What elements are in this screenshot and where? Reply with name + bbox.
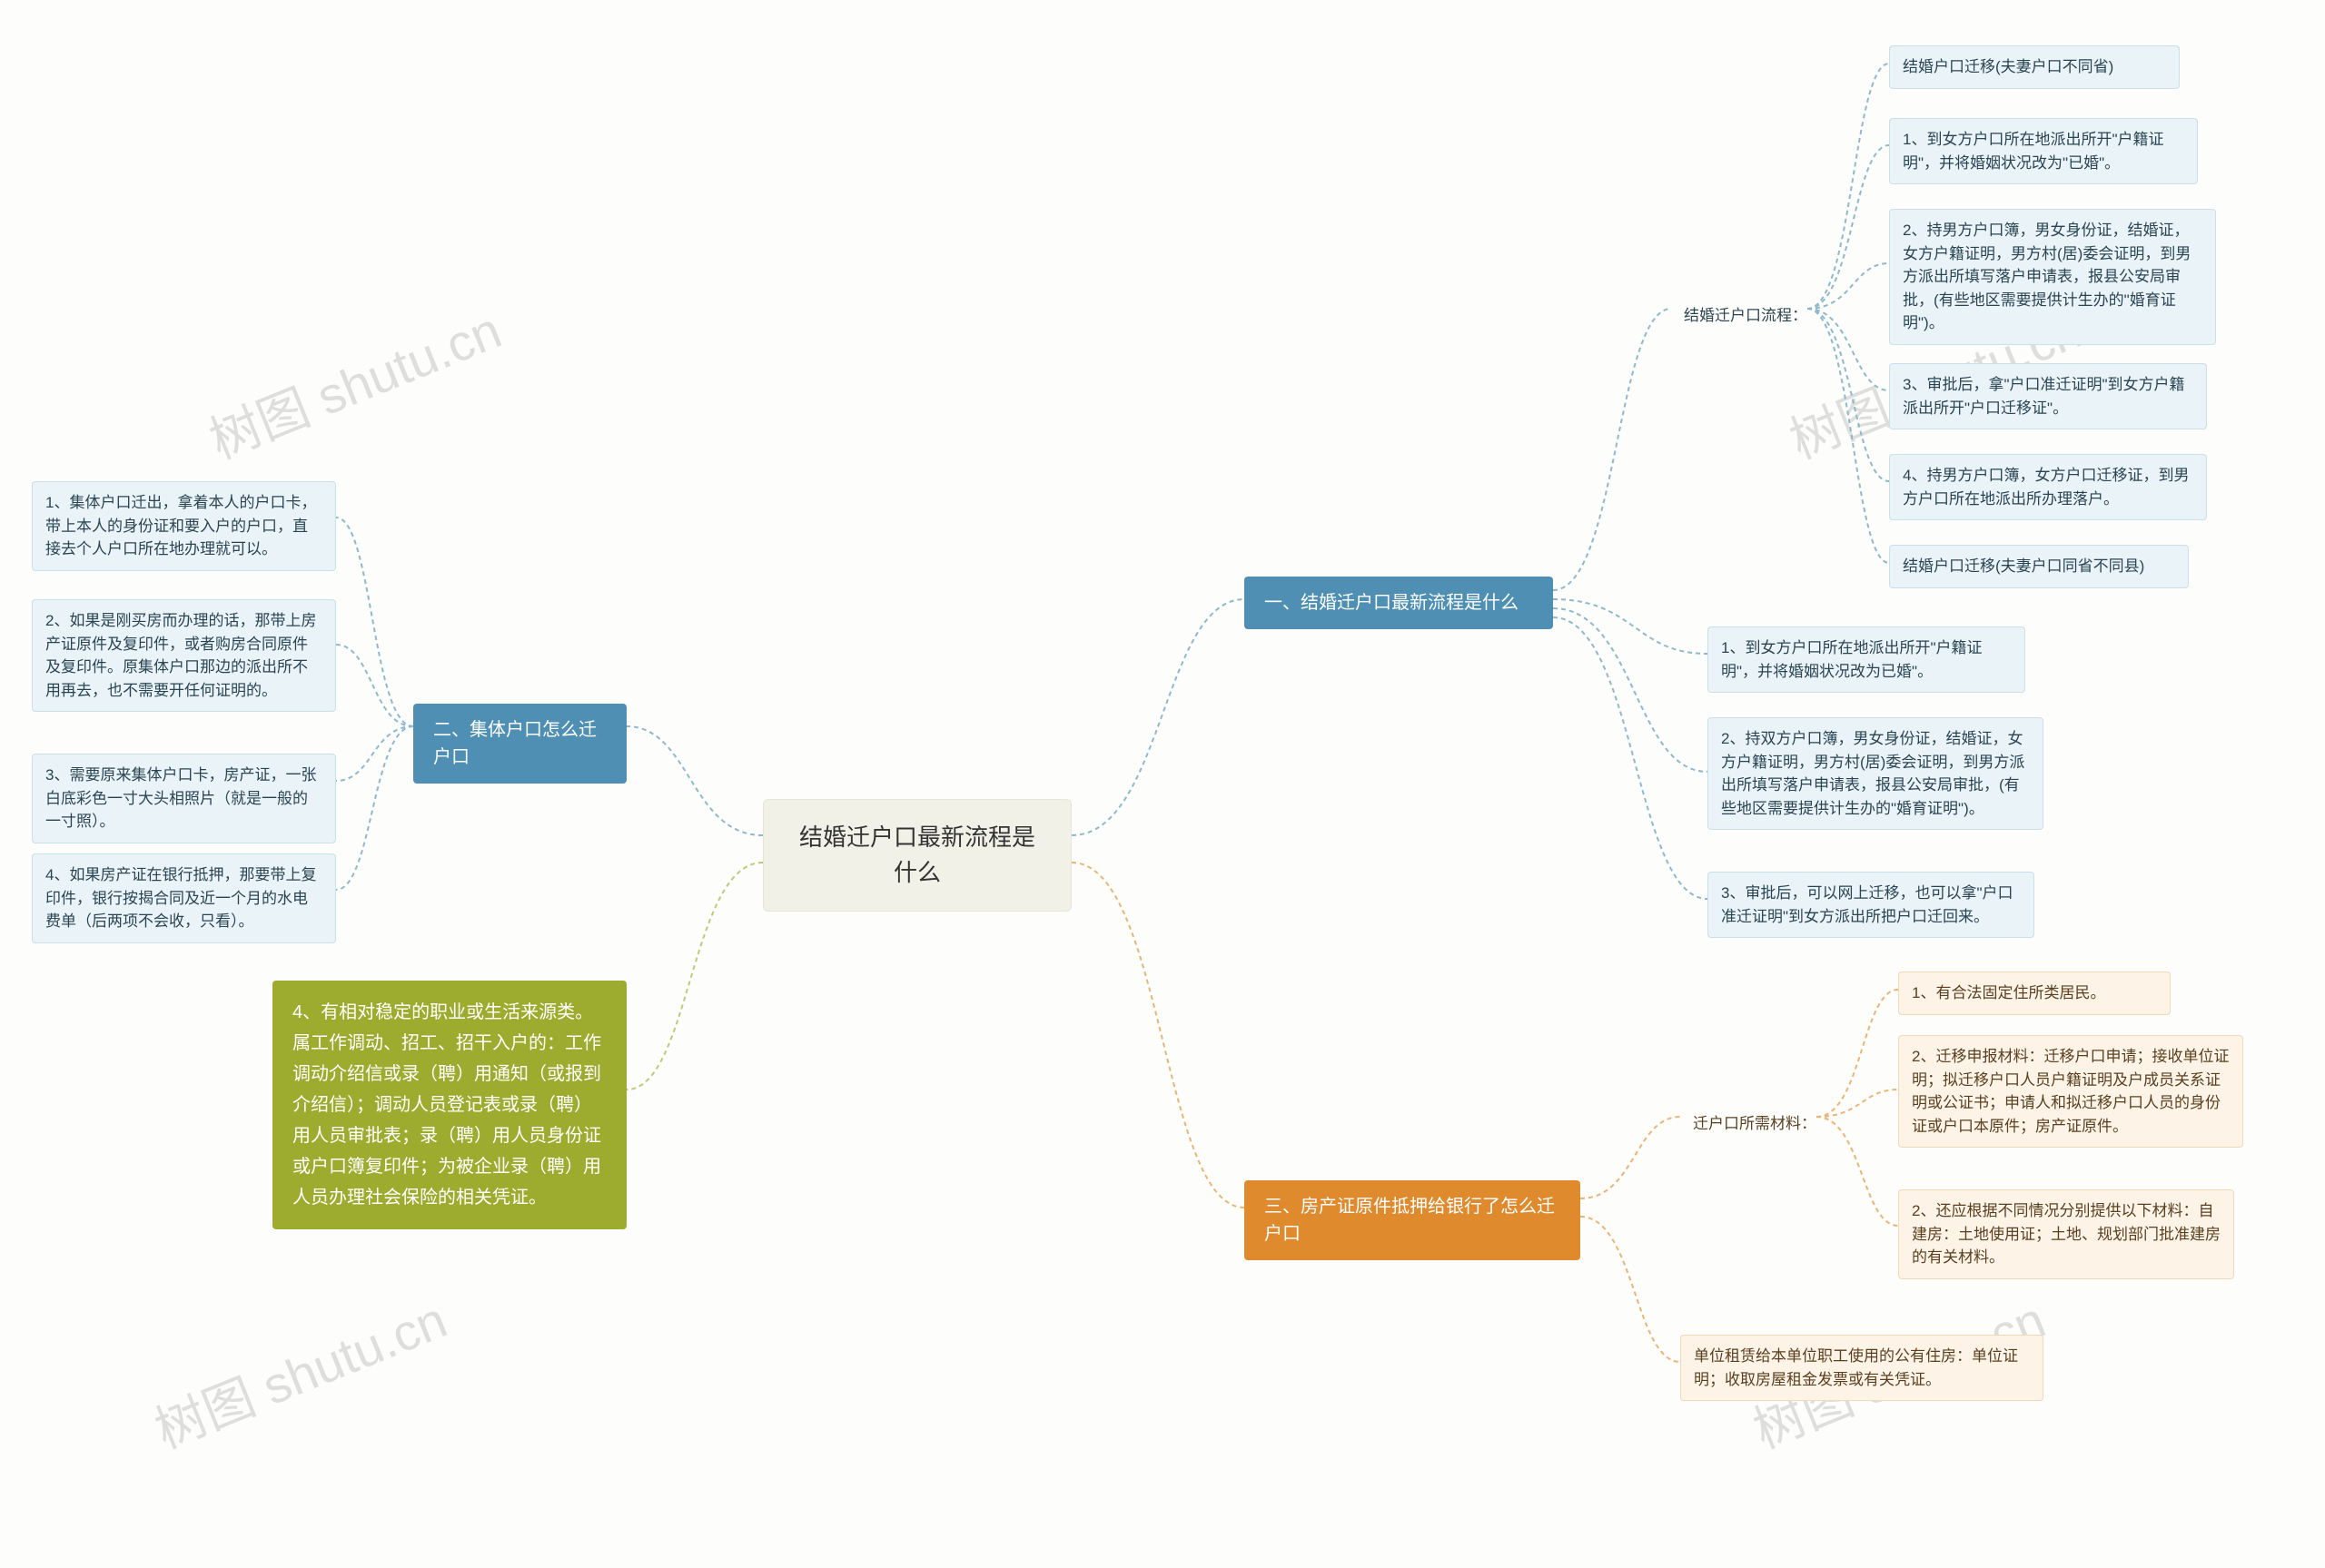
- branch-4: 4、有相对稳定的职业或生活来源类。属工作调动、招工、招干入户的：工作调动介绍信或…: [272, 981, 627, 1229]
- watermark: 树图 shutu.cn: [143, 1279, 456, 1463]
- branch-1-process-item-5: 结婚户口迁移(夫妻户口同省不同县): [1889, 545, 2189, 588]
- branch-2-item-2: 3、需要原来集体户口卡，房产证，一张白底彩色一寸大头相照片（就是一般的一寸照）。: [32, 754, 336, 843]
- branch-3-material-1: 2、迁移申报材料：迁移户口申请；接收单位证明；拟迁移户口人员户籍证明及户成员关系…: [1898, 1035, 2243, 1148]
- watermark: 树图 shutu.cn: [197, 290, 510, 473]
- branch-1-process-item-2: 2、持男方户口簿，男女身份证，结婚证，女方户籍证明，男方村(居)委会证明，到男方…: [1889, 209, 2216, 345]
- branch-3-material-0: 1、有合法固定住所类居民。: [1898, 971, 2171, 1015]
- branch-2-item-1: 2、如果是刚买房而办理的话，那带上房产证原件及复印件，或者购房合同原件及复印件。…: [32, 599, 336, 712]
- center-node: 结婚迁户口最新流程是什么: [763, 799, 1072, 912]
- branch-1-process-item-1: 1、到女方户口所在地派出所开"户籍证明"，并将婚姻状况改为"已婚"。: [1889, 118, 2198, 184]
- branch-3-extra: 单位租赁给本单位职工使用的公有住房：单位证明；收取房屋租金发票或有关凭证。: [1680, 1335, 2043, 1401]
- branch-1-process-item-3: 3、审批后，拿"户口准迁证明"到女方户籍派出所开"户口迁移证"。: [1889, 363, 2207, 429]
- branch-1-direct-2: 3、审批后，可以网上迁移，也可以拿"户口准迁证明"到女方派出所把户口迁回来。: [1707, 872, 2034, 938]
- branch-3: 三、房产证原件抵押给银行了怎么迁户口: [1244, 1180, 1580, 1260]
- branch-2: 二、集体户口怎么迁户口: [413, 704, 627, 784]
- branch-1-direct-1: 2、持双方户口簿，男女身份证，结婚证，女方户籍证明，男方村(居)委会证明，到男方…: [1707, 717, 2043, 830]
- branch-1-process-label: 结婚迁户口流程：: [1671, 295, 1820, 337]
- branch-1-process-item-0: 结婚户口迁移(夫妻户口不同省): [1889, 45, 2180, 89]
- branch-1-process-item-4: 4、持男方户口簿，女方户口迁移证，到男方户口所在地派出所办理落户。: [1889, 454, 2207, 520]
- branch-1-direct-0: 1、到女方户口所在地派出所开"户籍证明"，并将婚姻状况改为已婚"。: [1707, 626, 2025, 693]
- branch-1: 一、结婚迁户口最新流程是什么: [1244, 577, 1553, 629]
- branch-2-item-3: 4、如果房产证在银行抵押，那要带上复印件，银行按揭合同及近一个月的水电费单（后两…: [32, 853, 336, 943]
- branch-3-material-2: 2、还应根据不同情况分别提供以下材料：自建房：土地使用证；土地、规划部门批准建房…: [1898, 1189, 2234, 1279]
- branch-3-material-label: 迁户口所需材料：: [1680, 1103, 1829, 1145]
- branch-2-item-0: 1、集体户口迁出，拿着本人的户口卡，带上本人的身份证和要入户的户口，直接去个人户…: [32, 481, 336, 571]
